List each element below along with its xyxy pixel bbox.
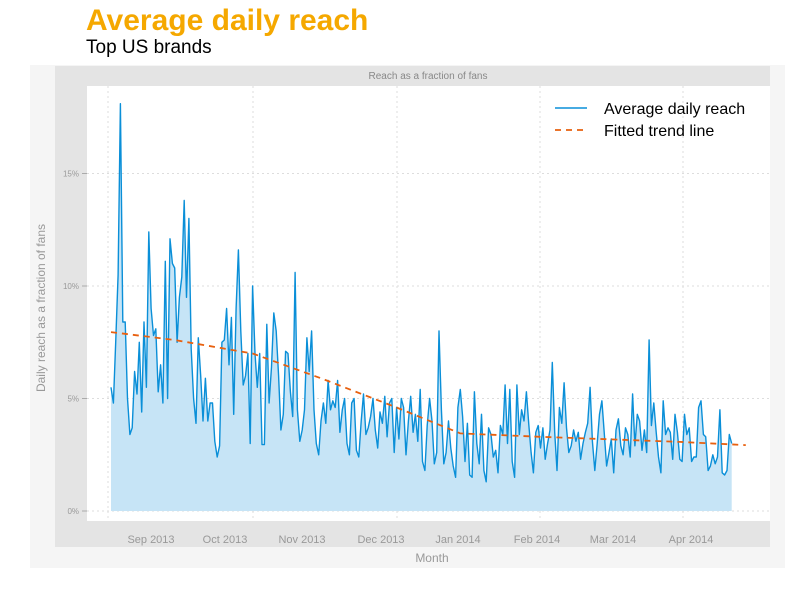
legend: Average daily reach Fitted trend line [555,101,745,140]
chart-subtitle: Top US brands [86,37,212,58]
reach-area-fill [111,103,732,511]
chart-title: Average daily reach [86,4,369,37]
legend-label-reach: Average daily reach [604,101,745,118]
x-tick-label: Apr 2014 [669,534,714,546]
y-axis-title: Daily reach as a fraction of fans [34,224,48,392]
x-axis-title: Month [415,551,448,565]
y-tick-label: 0% [67,507,79,516]
x-tick-label: Nov 2013 [278,534,325,546]
x-tick-label: Oct 2013 [203,534,248,546]
x-tick-label: Feb 2014 [514,534,560,546]
strip-label: Reach as a fraction of fans [369,71,488,82]
y-tick-label: 10% [63,282,79,291]
reach-line [110,103,733,483]
trend-line [110,331,746,446]
x-tick-label: Mar 2014 [590,534,636,546]
x-tick-label: Jan 2014 [435,534,480,546]
y-axis: 0% 5% 10% 15% [63,170,87,516]
y-tick-label: 15% [63,170,79,179]
x-tick-label: Sep 2013 [127,534,174,546]
legend-label-trend: Fitted trend line [604,123,714,140]
x-axis: Sep 2013 Oct 2013 Nov 2013 Dec 2013 Jan 2014… [127,534,713,546]
x-tick-label: Dec 2013 [357,534,404,546]
y-tick-label: 5% [67,395,79,404]
